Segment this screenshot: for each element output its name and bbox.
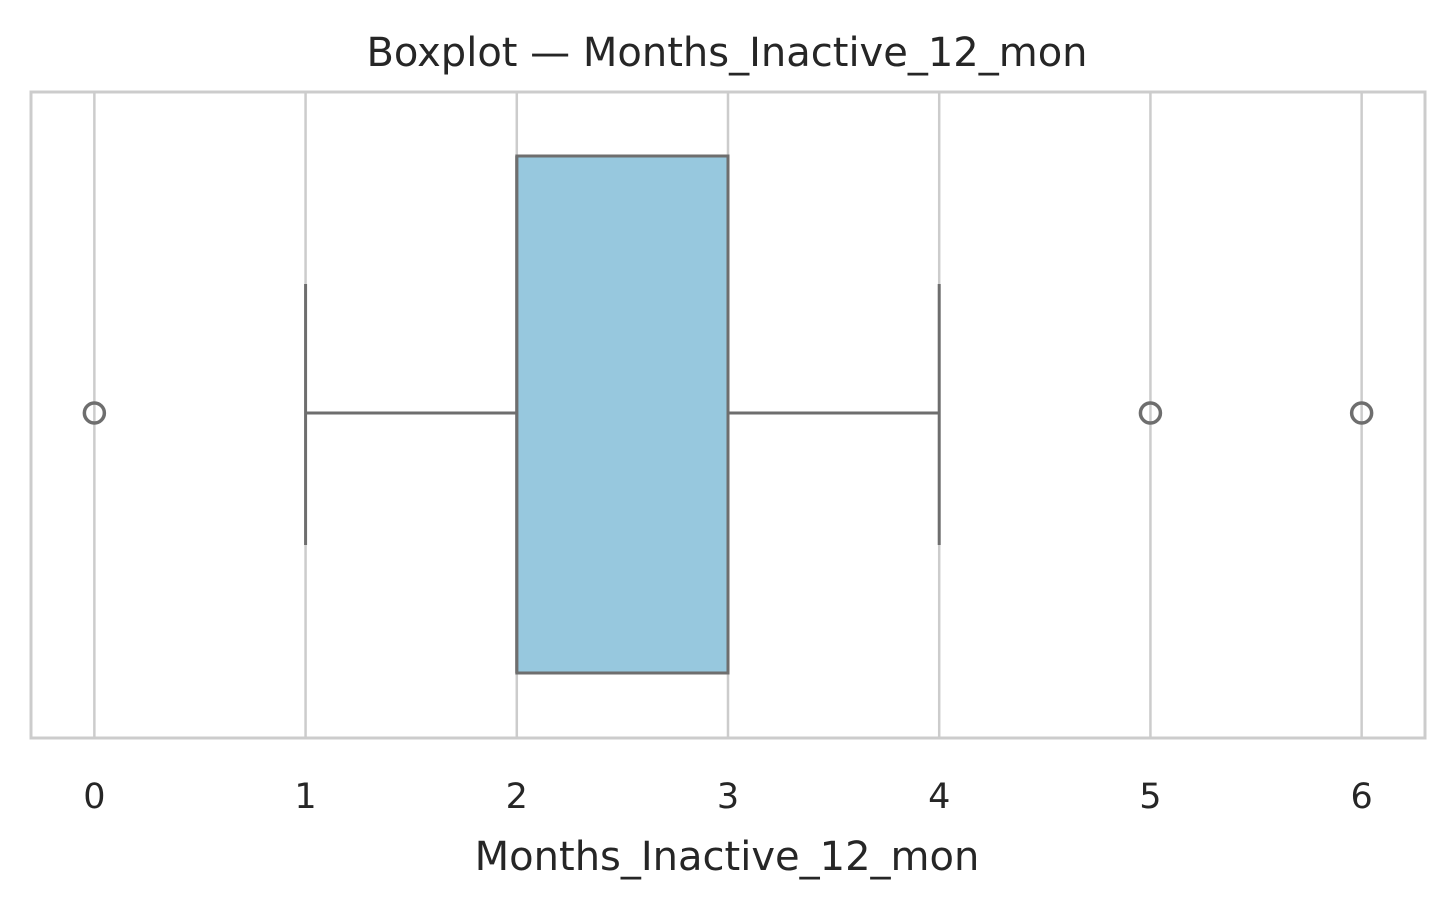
x-axis-label: Months_Inactive_12_mon xyxy=(475,834,980,880)
chart-title: Boxplot — Months_Inactive_12_mon xyxy=(366,30,1087,76)
x-tick-label: 0 xyxy=(83,777,105,817)
iqr-box xyxy=(515,154,730,675)
outlier-point xyxy=(1349,401,1374,425)
plot-frame xyxy=(29,90,1427,740)
outlier-points xyxy=(82,401,1374,425)
x-tick-label: 6 xyxy=(1350,777,1372,817)
box-group xyxy=(304,154,941,675)
outlier-point xyxy=(1138,401,1163,425)
x-tick-label: 2 xyxy=(506,777,528,817)
x-tick-label: 1 xyxy=(294,777,316,817)
x-tick-label: 4 xyxy=(928,777,950,817)
x-tick-label: 3 xyxy=(717,777,739,817)
outlier-point xyxy=(82,401,107,425)
x-tick-label: 5 xyxy=(1139,777,1161,817)
x-tick-labels: 0 1 2 3 4 5 6 xyxy=(83,777,1373,817)
